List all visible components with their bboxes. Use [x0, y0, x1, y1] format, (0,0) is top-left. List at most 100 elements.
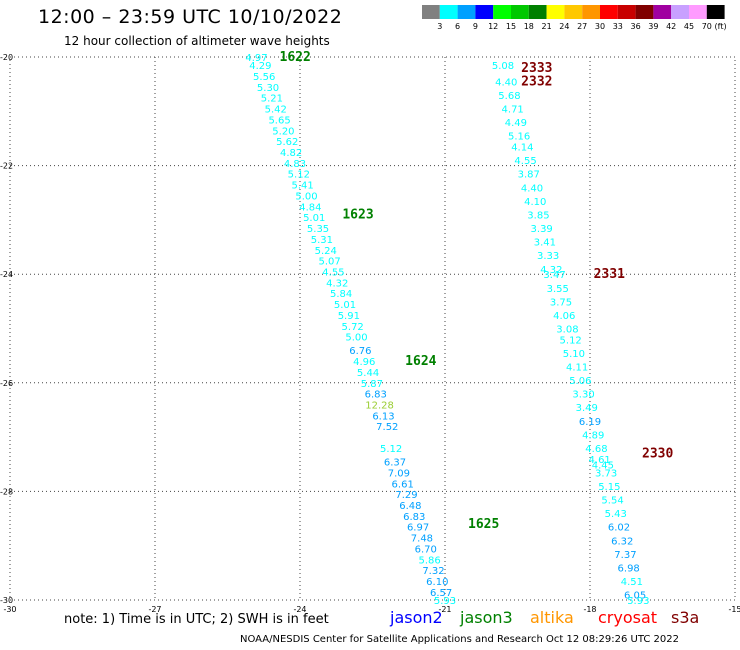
data-point-s3a: 4.89 [582, 430, 604, 441]
x-tick-label: -21 [438, 605, 451, 614]
data-point-jason3: 4.97 [245, 53, 267, 64]
data-point-s3a: 6.02 [608, 523, 630, 534]
data-point-jason3: 6.57 [430, 588, 452, 599]
pass-label: 1625 [468, 517, 499, 532]
data-point-s3a: 4.61 [589, 455, 611, 466]
legend-label: 12 [488, 22, 498, 31]
data-point-jason3: 5.86 [418, 555, 440, 566]
legend-label: 70 [702, 22, 712, 31]
data-point-s3a: 3.87 [518, 170, 540, 181]
data-point-jason3: 5.44 [357, 368, 379, 379]
legend-swatch [475, 5, 494, 19]
data-point-s3a: 4.40 [495, 77, 517, 88]
y-tick-label: -28 [0, 487, 13, 496]
data-point-s3a: 5.15 [598, 482, 620, 493]
data-point-s3a: 3.39 [531, 224, 553, 235]
data-point-jason3: 5.91 [338, 311, 360, 322]
data-point-s3a: 5.10 [563, 349, 585, 360]
data-point-s3a: 6.32 [611, 536, 633, 547]
data-point-s3a: 4.51 [621, 577, 643, 588]
chart-subtitle: 12 hour collection of altimeter wave hei… [64, 34, 330, 48]
data-point-s3a: 3.49 [576, 403, 598, 414]
legend-swatch [706, 5, 725, 19]
data-point-s3a: 7.37 [614, 550, 636, 561]
data-point-jason3: 5.30 [257, 83, 279, 94]
data-point-jason3: 7.29 [395, 490, 417, 501]
data-point-jason3: 7.32 [422, 566, 444, 577]
data-point-s3a: 3.41 [534, 238, 556, 249]
data-point-jason3: 5.20 [272, 126, 294, 137]
data-point-jason3: 5.12 [380, 444, 402, 455]
data-point-s3a: 4.06 [553, 311, 575, 322]
x-tick-label: -15 [728, 605, 740, 614]
data-point-jason3: 5.00 [295, 191, 317, 202]
data-point-jason3: 5.21 [261, 94, 283, 105]
data-point-jason3: 7.52 [376, 422, 398, 433]
data-point-s3a: 3.73 [595, 468, 617, 479]
data-point-s3a: 3.47 [543, 270, 565, 281]
plot-frame [9, 56, 736, 601]
data-point-s3a: 4.49 [505, 118, 527, 129]
data-point-s3a: 4.11 [566, 363, 588, 374]
data-point-s3a: 4.71 [502, 105, 524, 116]
data-points: 4.974.295.565.305.215.425.655.205.624.82… [245, 53, 649, 607]
y-tick-label: -22 [0, 162, 13, 171]
data-point-jason3: 12.28 [365, 401, 394, 412]
pass-label: 2333 [521, 61, 552, 76]
data-point-jason3: 4.96 [353, 357, 375, 368]
data-point-s3a: 4.55 [514, 156, 536, 167]
data-point-jason3: 6.37 [384, 458, 406, 469]
y-tick-label: -20 [0, 53, 13, 62]
data-point-s3a: 3.75 [550, 297, 572, 308]
satellite-jason3: jason3 [460, 608, 513, 627]
legend-label: 42 [666, 22, 676, 31]
data-point-s3a: 4.10 [524, 197, 546, 208]
chart-title: 12:00 – 23:59 UTC 10/10/2022 [38, 6, 343, 28]
data-point-jason3: 4.55 [322, 267, 344, 278]
data-point-jason3: 6.83 [403, 512, 425, 523]
data-point-jason3: 5.07 [318, 257, 340, 268]
legend-swatch [422, 5, 440, 19]
data-point-s3a: 4.45 [592, 460, 614, 471]
legend-swatch [511, 5, 529, 19]
x-tick-label: -30 [3, 605, 16, 614]
data-point-s3a: 5.68 [498, 91, 520, 102]
data-point-jason3: 5.56 [253, 72, 275, 83]
legend-label: 9 [473, 22, 478, 31]
satellite-jason2: jason2 [390, 608, 443, 627]
x-tick-label: -27 [148, 605, 161, 614]
data-point-s3a: 5.08 [492, 61, 514, 72]
pass-label: 2331 [594, 267, 625, 282]
data-point-jason3: 6.61 [392, 479, 414, 490]
data-point-jason3: 5.01 [303, 213, 325, 224]
footnote: note: 1) Time is in UTC; 2) SWH is in fe… [64, 612, 329, 627]
data-point-s3a: 5.12 [560, 335, 582, 346]
data-point-jason3: 5.93 [434, 596, 456, 607]
data-point-s3a: 3.55 [547, 284, 569, 295]
data-point-s3a: 4.68 [585, 444, 607, 455]
data-point-s3a: 6.05 [624, 591, 646, 602]
legend-label: 3 [437, 22, 442, 31]
data-point-s3a: 4.32 [540, 265, 562, 276]
data-point-jason3: 7.09 [388, 468, 410, 479]
data-point-s3a: 3.33 [537, 251, 559, 262]
data-point-s3a: 4.40 [521, 183, 543, 194]
legend-swatch [671, 5, 689, 19]
pass-label: 2332 [521, 74, 552, 89]
data-point-s3a: 3.30 [572, 390, 594, 401]
pass-label: 2330 [642, 446, 673, 461]
satellite-s3a: s3a [671, 608, 700, 627]
legend-swatch [546, 5, 565, 19]
data-point-s3a: 5.54 [601, 496, 623, 507]
data-point-jason3: 4.82 [280, 148, 302, 159]
data-point-jason3: 4.29 [249, 61, 271, 72]
satellite-cryosat: cryosat [598, 608, 658, 627]
pass-label: 1623 [342, 207, 373, 222]
x-tick-label: -18 [583, 605, 596, 614]
data-point-s3a: 3.08 [556, 325, 578, 336]
legend-unit: (ft) [715, 22, 727, 31]
data-point-jason3: 4.32 [326, 278, 348, 289]
data-point-jason3: 6.83 [365, 390, 387, 401]
